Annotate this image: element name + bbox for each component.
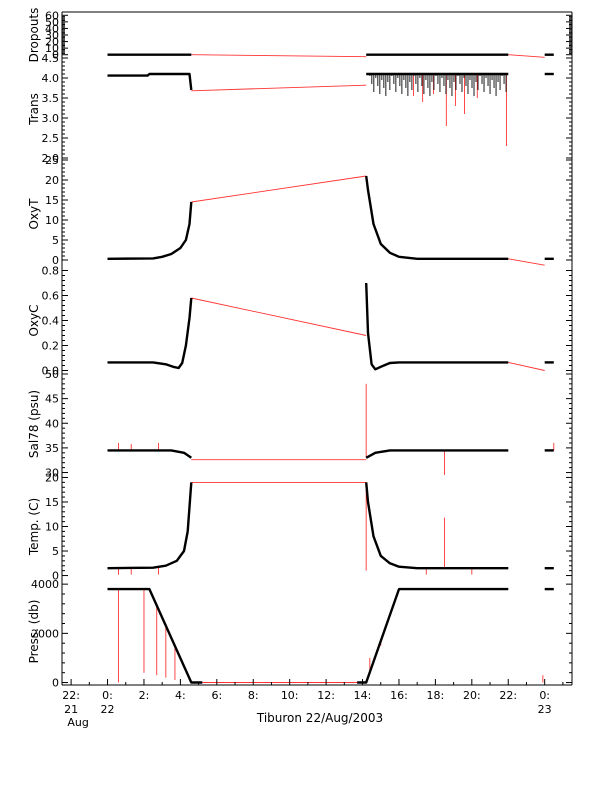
y-tick-label: 0 bbox=[52, 677, 59, 690]
y-tick-label: 45 bbox=[45, 393, 59, 406]
series-line bbox=[107, 587, 203, 684]
panel-ylabel: Press. (db) bbox=[27, 600, 41, 664]
x-tick-label: 22: bbox=[62, 689, 80, 702]
y-tick-label: 10 bbox=[45, 521, 59, 534]
y-tick-label: 10 bbox=[45, 214, 59, 227]
y-tick-label: 35 bbox=[45, 442, 59, 455]
gap-connector bbox=[191, 297, 367, 336]
y-tick-label: 0 bbox=[52, 254, 59, 267]
y-tick-label: 4.5 bbox=[42, 52, 60, 65]
y-tick-label: 0.4 bbox=[42, 315, 60, 328]
series-line bbox=[107, 449, 192, 459]
y-tick-label: 5 bbox=[52, 234, 59, 247]
y-tick-label: 4000 bbox=[31, 578, 59, 591]
panel-ylabel: OxyC bbox=[27, 304, 41, 336]
y-tick-label: 3.0 bbox=[42, 112, 60, 125]
y-tick-label: 30 bbox=[45, 467, 59, 480]
panel-ylabel: Temp. (C) bbox=[27, 498, 41, 556]
gap-connector bbox=[191, 54, 367, 58]
y-tick-label: 0 bbox=[52, 570, 59, 583]
x-tick-label: 20: bbox=[463, 689, 481, 702]
series-line bbox=[107, 482, 193, 570]
y-tick-label: 2.5 bbox=[42, 132, 60, 145]
x-tick-label: 16: bbox=[390, 689, 408, 702]
y-tick-label: 3.5 bbox=[42, 92, 60, 105]
y-tick-label: 0.6 bbox=[42, 290, 60, 303]
y-tick-label: 2000 bbox=[31, 627, 59, 640]
series-line bbox=[357, 587, 509, 684]
y-tick-label: 30 bbox=[45, 29, 59, 42]
x-tick-label: 22: bbox=[499, 689, 517, 702]
x-tick-label: 0: bbox=[539, 689, 550, 702]
series-line bbox=[365, 282, 509, 371]
x-tick-sublabel: 22 bbox=[101, 703, 115, 716]
panel-5: 0 5 10 15 20 Temp. (C) bbox=[27, 471, 573, 583]
x-tick-label: 12: bbox=[317, 689, 335, 702]
gap-connector bbox=[508, 361, 545, 371]
series-line bbox=[107, 72, 193, 91]
panel-ylabel: Trans bbox=[27, 93, 41, 126]
x-tick-sublabel: 21 bbox=[64, 703, 78, 716]
gap-connector bbox=[191, 175, 367, 203]
y-tick-label: 15 bbox=[45, 496, 59, 509]
panel-1: 2.0 2.5 3.0 3.5 4.0 4.5 Trans bbox=[27, 52, 573, 165]
y-tick-label: 10 bbox=[45, 42, 59, 55]
y-tick-label: 0 bbox=[52, 49, 59, 62]
y-tick-label: 60 bbox=[45, 9, 59, 22]
series-line bbox=[107, 201, 193, 260]
panel-ylabel: Sal78 (psu) bbox=[27, 390, 41, 458]
panel-4: 30 35 40 45 50 Sal78 (psu) bbox=[27, 368, 573, 480]
y-tick-label: 20 bbox=[45, 471, 59, 484]
x-tick-label: 10: bbox=[281, 689, 299, 702]
series-line bbox=[107, 297, 193, 370]
y-tick-label: 25 bbox=[45, 154, 59, 167]
y-tick-label: 50 bbox=[45, 368, 59, 381]
gap-connector bbox=[508, 54, 545, 58]
y-tick-label: 4.0 bbox=[42, 72, 60, 85]
series-line bbox=[365, 175, 509, 260]
y-tick-label: 15 bbox=[45, 194, 59, 207]
y-tick-label: 20 bbox=[45, 36, 59, 49]
series-line bbox=[365, 449, 509, 459]
y-tick-label: 0.0 bbox=[42, 365, 60, 378]
y-tick-label: 40 bbox=[45, 22, 59, 35]
x-tick-label: 14: bbox=[354, 689, 372, 702]
gap-connector bbox=[508, 258, 545, 266]
x-tick-label: 18: bbox=[427, 689, 445, 702]
panel-ylabel: OxyT bbox=[27, 198, 41, 230]
x-tick-label: 4: bbox=[175, 689, 186, 702]
x-tick-label: 6: bbox=[211, 689, 222, 702]
gap-connector bbox=[191, 84, 367, 92]
x-tick-label: 2: bbox=[139, 689, 150, 702]
x-tick-sublabel: 23 bbox=[538, 703, 552, 716]
chart-panels: 0102030405060Dropouts2.02.53.03.54.04.5T… bbox=[27, 8, 573, 690]
series-line bbox=[365, 482, 509, 570]
panel-6: 0 2000 4000 Press. (db) bbox=[27, 578, 573, 690]
y-tick-label: 0.8 bbox=[42, 265, 60, 278]
x-axis-label: Tiburon 22/Aug/2003 bbox=[256, 711, 383, 725]
x-tick-label: 0: bbox=[102, 689, 113, 702]
y-tick-label: 40 bbox=[45, 417, 59, 430]
panel-3: 0.0 0.2 0.4 0.6 0.8 OxyC bbox=[27, 265, 573, 378]
y-tick-label: 50 bbox=[45, 16, 59, 29]
x-tick-sublabel: Aug bbox=[67, 716, 88, 729]
y-tick-label: 2.0 bbox=[42, 152, 60, 165]
x-tick-label: 8: bbox=[248, 689, 259, 702]
panel-ylabel: Dropouts bbox=[27, 8, 41, 63]
y-tick-label: 20 bbox=[45, 174, 59, 187]
y-tick-label: 5 bbox=[52, 545, 59, 558]
y-tick-label: 0.2 bbox=[42, 340, 60, 353]
panel-2: 0 5 10 15 20 25 OxyT bbox=[27, 154, 573, 268]
